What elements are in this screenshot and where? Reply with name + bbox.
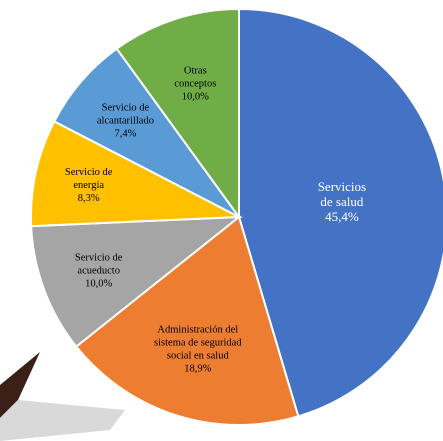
pie-slice-2 [30, 215, 243, 348]
pie-slice-label-4: Servicio de alcantarillado 7,4% [97, 102, 154, 139]
pie-slice-3 [30, 120, 243, 228]
pie-slice-label-line: Servicio de [102, 102, 150, 113]
pie-slice-label-line: energía [73, 180, 104, 191]
pie-slice-label-line: conceptos [174, 79, 216, 90]
pie-slice-label-2: Servicio de acueducto 10,0% [75, 253, 123, 290]
pie-slice-label-0: Servicios de salud 45,4% [318, 179, 366, 224]
pie-slice-value: 8,3% [78, 193, 100, 204]
pie-slice-label-line: sistema de seguridad [154, 338, 242, 349]
pie-slice-label-line: Administración del [157, 325, 238, 336]
pie-slice-value: 7,4% [114, 128, 136, 139]
pie-slice-label-line: Servicio de [75, 253, 123, 264]
pie-slice-label-5: Otras conceptos 10,0% [174, 66, 216, 103]
pie-slice-label-line: alcantarillado [97, 115, 154, 126]
decorative-arrow-shape [0, 352, 125, 441]
pie-slice-label-line: Servicio de [65, 167, 113, 178]
pie-slice-label-3: Servicio de energía 8,3% [65, 167, 113, 204]
pie-slice-label-line: social en salud [167, 351, 230, 362]
pie-slice-1 [74, 215, 300, 426]
pie-slice-label-line: de salud [320, 194, 363, 209]
pie-slice-label-line: Servicios [318, 179, 366, 194]
pie-slice-0 [238, 7, 443, 418]
pie-slice-value: 10,0% [85, 279, 112, 290]
pie-slice-value: 45,4% [325, 209, 359, 224]
pie-slice-label-line: Otras [184, 66, 207, 77]
pie-slice-label-line: acueducto [77, 266, 120, 277]
pie-slice-value: 10,0% [182, 92, 209, 103]
pie-slice-5 [115, 7, 240, 221]
pie-slice-4 [52, 47, 240, 218]
pie-slices [30, 7, 443, 426]
pie-slice-label-1: Administración del sistema de seguridad so… [154, 325, 242, 375]
pie-labels: Servicios de salud 45,4% Administración del… [65, 66, 366, 375]
pie-slice-value: 18,9% [184, 364, 211, 375]
